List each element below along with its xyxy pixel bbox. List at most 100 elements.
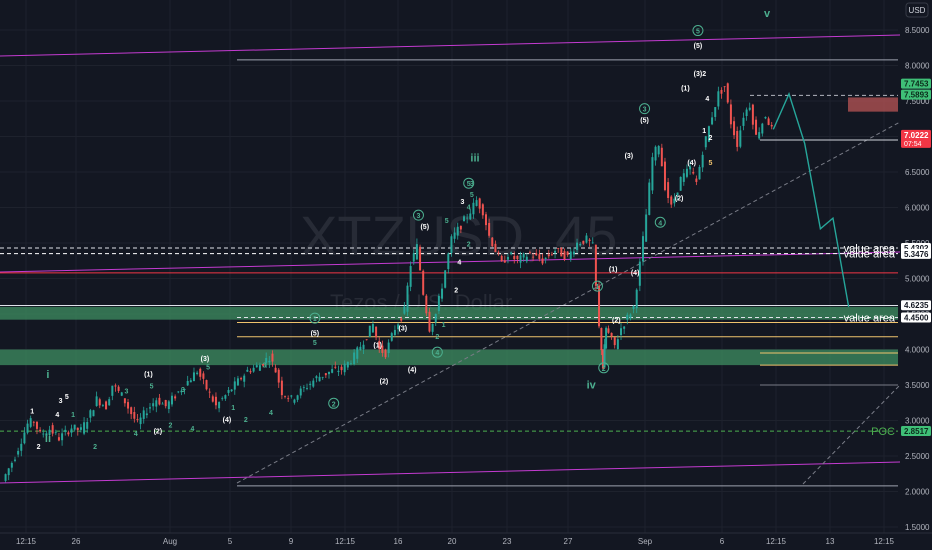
- candle-body: [92, 410, 95, 417]
- candle-body: [623, 326, 626, 329]
- candle-body: [375, 326, 378, 338]
- candle-body: [130, 407, 133, 415]
- candle-body: [663, 161, 666, 191]
- candle-body: [152, 403, 155, 407]
- wave-label: 5: [313, 340, 317, 347]
- candle-body: [293, 399, 296, 403]
- wave-label: 1: [71, 412, 75, 419]
- candle-body: [437, 295, 440, 312]
- candle-body: [258, 365, 261, 371]
- level-tag: value area: [844, 249, 896, 261]
- candle-body: [368, 325, 371, 338]
- candle-body: [525, 256, 528, 262]
- time-tick-label: 12:15: [16, 537, 37, 546]
- level-tag: POC: [871, 426, 895, 438]
- candle-body: [544, 257, 547, 260]
- candle-body: [522, 253, 525, 258]
- candle-body: [670, 196, 673, 205]
- candle-body: [629, 314, 632, 318]
- wave-label: 2: [435, 334, 439, 341]
- candle-body: [695, 178, 698, 182]
- candle-body: [481, 204, 484, 216]
- currency-label: USD: [909, 6, 926, 15]
- price-tick-label: 8.0000: [905, 62, 930, 71]
- price-tick-label: 4.0000: [905, 346, 930, 355]
- time-tick-label: 12:15: [766, 537, 787, 546]
- candle-body: [356, 347, 359, 359]
- wave-label: 1: [702, 128, 706, 135]
- wave-label: 3: [263, 362, 267, 369]
- candle-body: [158, 397, 161, 405]
- candle-body: [120, 392, 123, 396]
- candle-body: [651, 157, 654, 191]
- candle-body: [365, 339, 368, 341]
- candle-body: [42, 433, 45, 435]
- wave-label: (3): [694, 71, 703, 78]
- candle-body: [717, 91, 720, 107]
- wave-label: 4: [134, 431, 138, 438]
- wave-label: 2: [168, 423, 172, 430]
- time-tick-label: 13: [826, 537, 835, 546]
- candle-body: [177, 391, 180, 393]
- wave-label: (1): [681, 85, 690, 92]
- wave-label: 5: [445, 218, 449, 225]
- candle-body: [246, 369, 249, 372]
- candle-body: [224, 395, 227, 399]
- currency-badge[interactable]: USD: [905, 2, 929, 18]
- candle-body: [503, 260, 506, 263]
- time-axis[interactable]: 12:15 26 Aug 5 9 12:15 16 20 23 27 Sep 6 12:15 13 12:1…: [0, 532, 932, 546]
- wave-label: (3): [398, 325, 407, 332]
- wave-circle: [431, 346, 443, 358]
- candle-body: [689, 166, 692, 170]
- candle-body: [745, 109, 748, 117]
- candle-body: [616, 339, 619, 350]
- price-tick-label: 5.0000: [905, 275, 930, 284]
- candle-body: [538, 254, 541, 259]
- candle-body: [600, 328, 603, 351]
- candle-body: [133, 412, 136, 419]
- wave-circle: [591, 280, 603, 292]
- wave-label: (3): [201, 356, 210, 363]
- candle-body: [588, 239, 591, 242]
- wave-label: (5): [420, 224, 429, 231]
- candle-body: [136, 419, 139, 421]
- candle-body: [321, 376, 324, 378]
- candle-body: [211, 396, 214, 402]
- candle-body: [349, 363, 352, 365]
- candle-body: [667, 182, 670, 198]
- candle-body: [108, 399, 111, 406]
- candle-body: [598, 285, 601, 327]
- candle-body: [726, 83, 729, 103]
- candle-body: [541, 258, 544, 264]
- wave-label: 3: [470, 181, 474, 188]
- candle-body: [415, 244, 418, 260]
- candle-body: [657, 145, 660, 155]
- candle-body: [262, 364, 265, 366]
- candle-body: [67, 432, 70, 435]
- wave-label: 3: [125, 389, 129, 396]
- wave-circle: [598, 362, 610, 374]
- candle-body: [51, 425, 54, 434]
- candle-body: [227, 390, 230, 393]
- candle-body: [312, 380, 315, 387]
- candle-body: [585, 235, 588, 243]
- candle-body: [594, 244, 597, 286]
- candle-body: [57, 437, 60, 441]
- candle-body: [327, 371, 330, 375]
- candle-body: [79, 427, 82, 430]
- wave-label: 5: [470, 192, 474, 199]
- candle-body: [450, 236, 453, 254]
- candle-body: [309, 383, 312, 385]
- candles: [4, 82, 773, 483]
- wave-circle: [463, 177, 475, 189]
- candle-body: [660, 147, 663, 167]
- candle-body: [202, 373, 205, 379]
- wave-label: 3: [460, 199, 464, 206]
- candle-body: [318, 376, 321, 382]
- candle-body: [7, 468, 10, 476]
- candle-body: [572, 251, 575, 255]
- wave-label: (2): [154, 428, 163, 435]
- price-tick-label: 3.5000: [905, 381, 930, 390]
